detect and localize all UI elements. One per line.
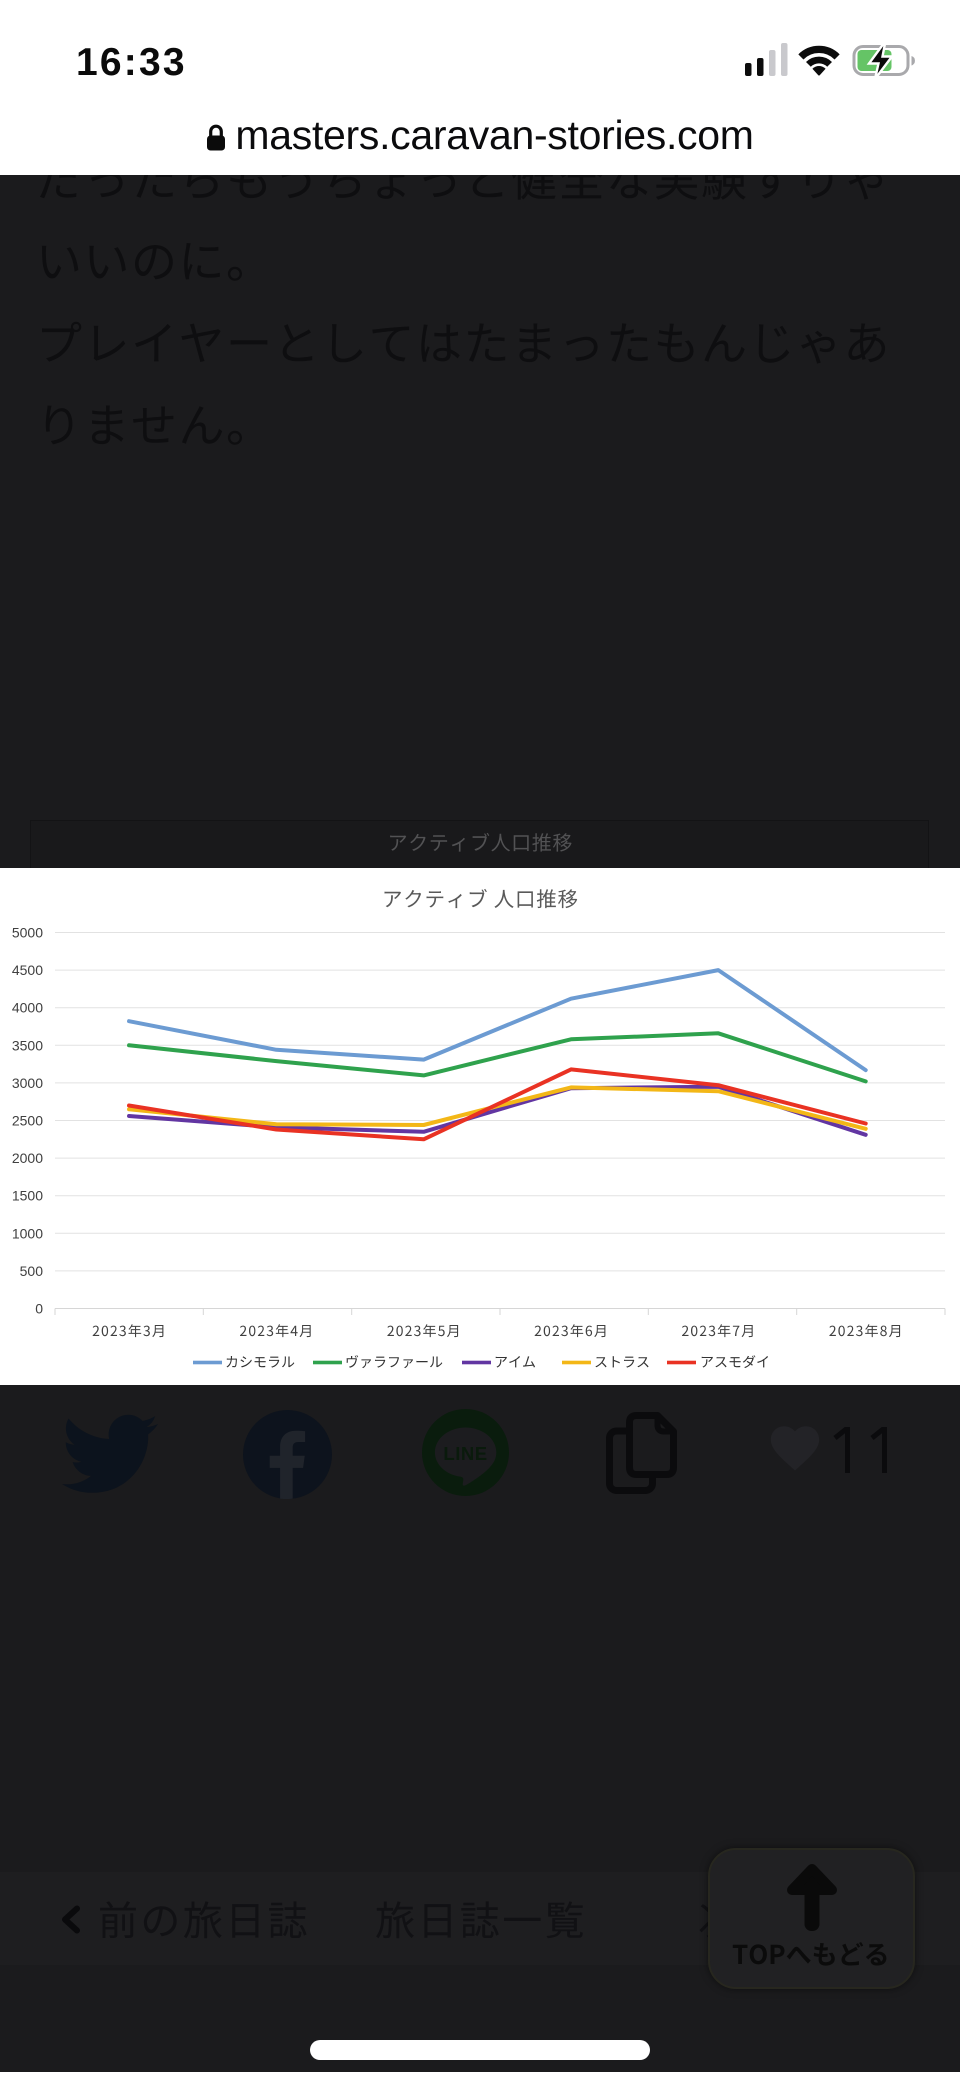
svg-text:4000: 4000 (12, 1000, 43, 1016)
svg-text:0: 0 (35, 1301, 43, 1317)
svg-text:LINE: LINE (443, 1443, 487, 1464)
svg-text:1500: 1500 (12, 1188, 43, 1204)
svg-text:1000: 1000 (12, 1225, 43, 1241)
svg-text:500: 500 (20, 1263, 44, 1279)
svg-text:3500: 3500 (12, 1037, 43, 1053)
svg-text:2000: 2000 (12, 1150, 43, 1166)
svg-text:5000: 5000 (12, 925, 43, 941)
svg-text:3000: 3000 (12, 1075, 43, 1091)
svg-text:4500: 4500 (12, 962, 43, 978)
svg-text:2500: 2500 (12, 1113, 43, 1129)
